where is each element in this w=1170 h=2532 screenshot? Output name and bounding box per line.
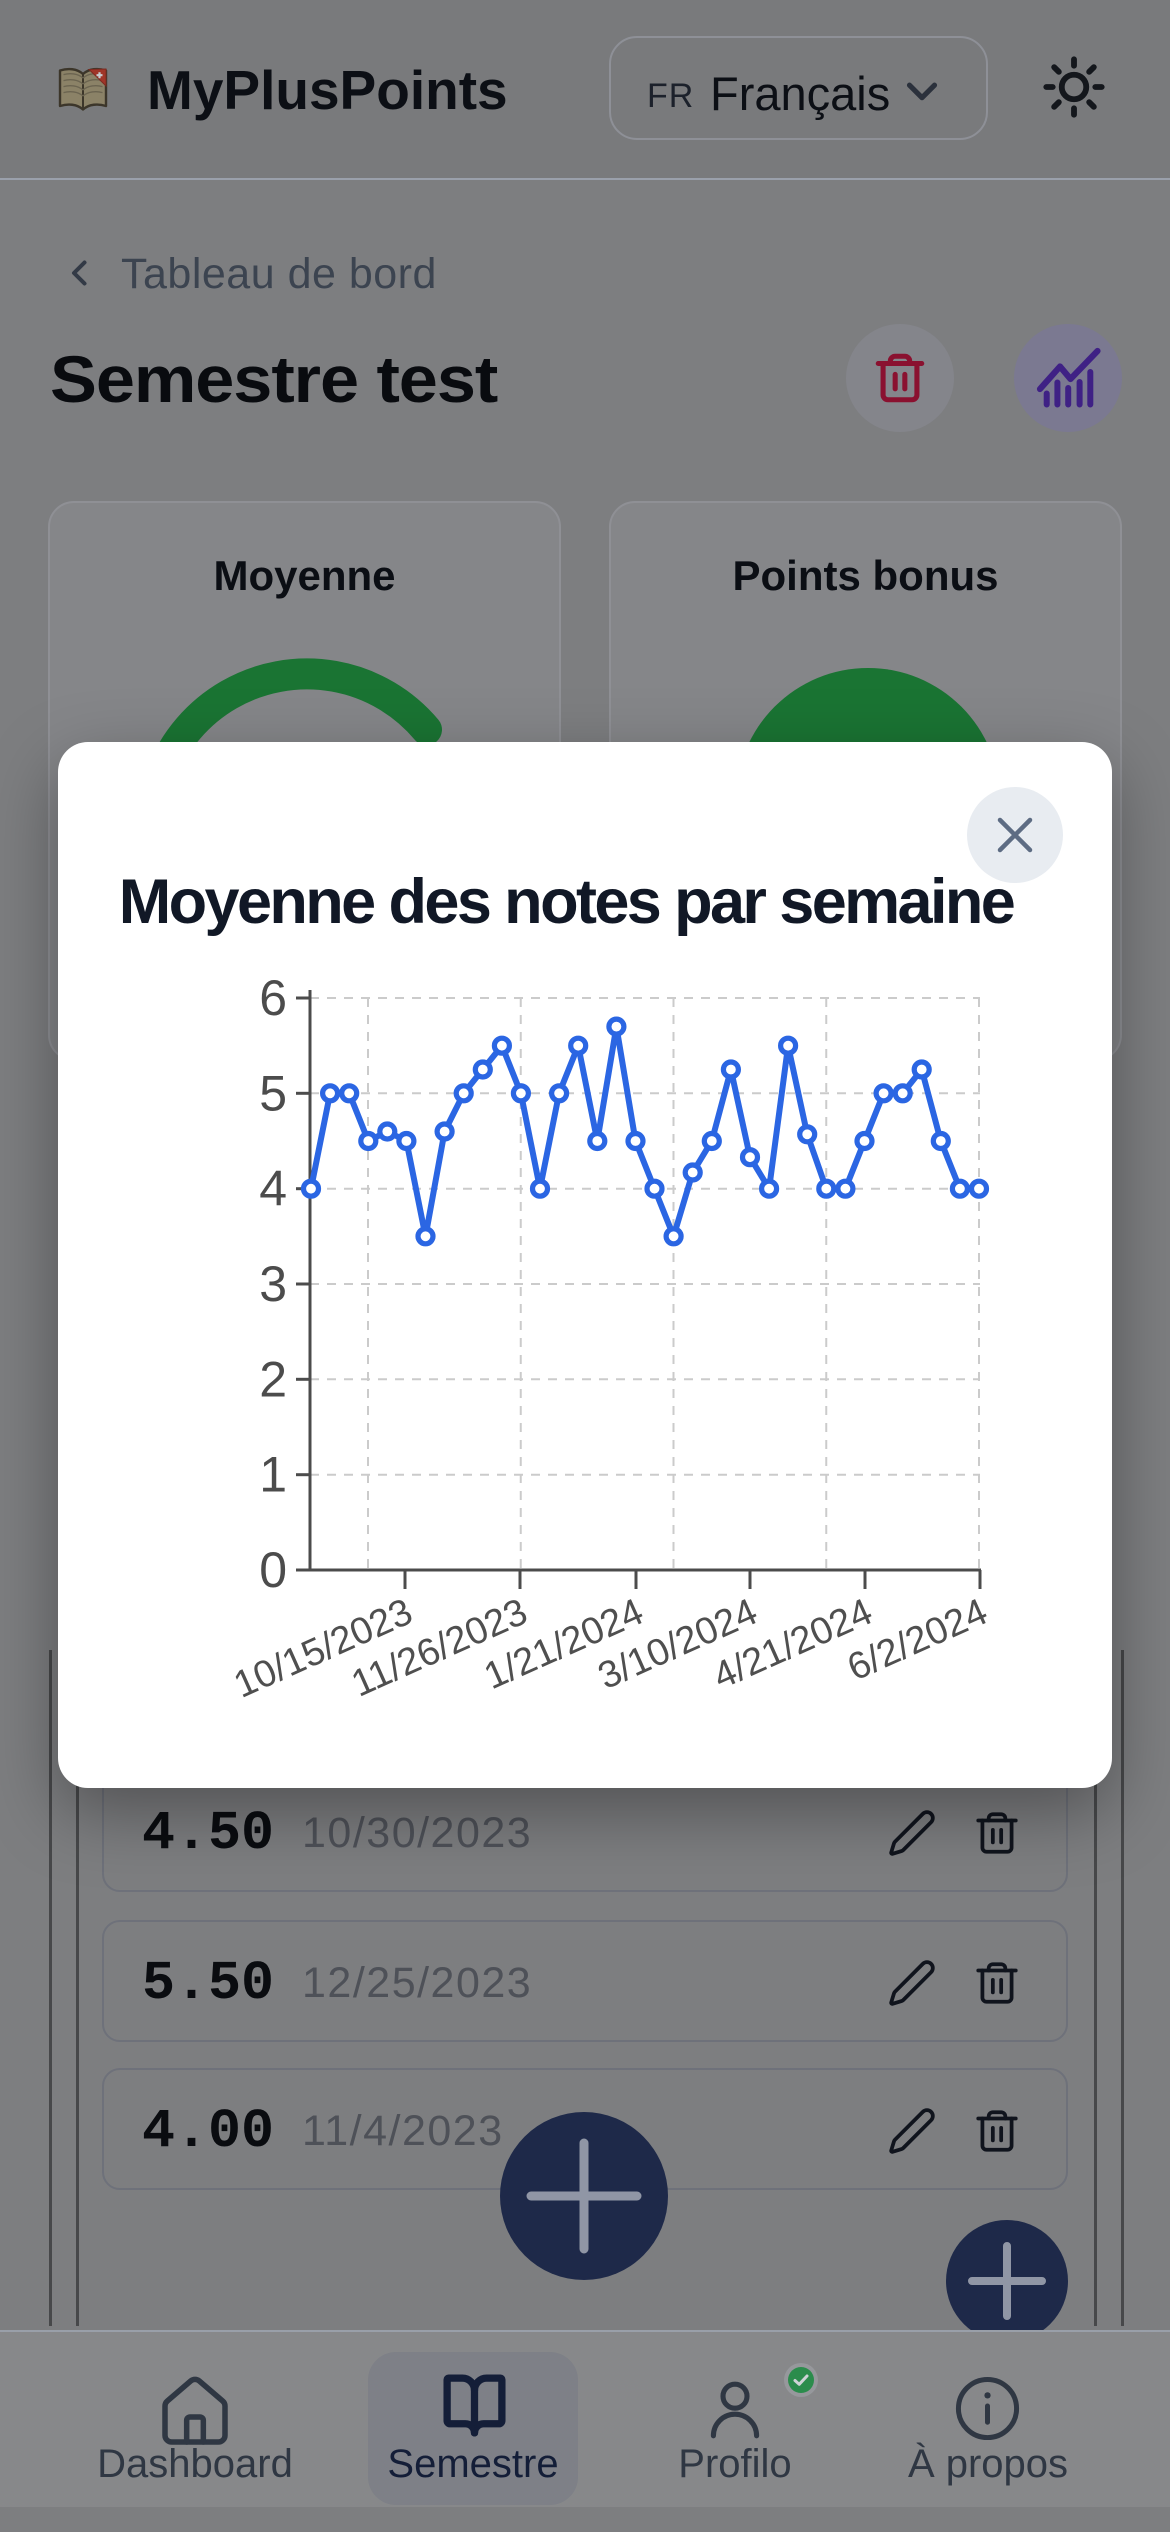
svg-text:6: 6 (259, 970, 287, 1026)
svg-text:3: 3 (259, 1256, 287, 1312)
svg-text:4: 4 (259, 1161, 287, 1217)
svg-text:0: 0 (259, 1542, 287, 1598)
svg-text:2: 2 (259, 1351, 287, 1407)
svg-text:5: 5 (259, 1065, 287, 1121)
svg-text:1: 1 (259, 1447, 287, 1503)
